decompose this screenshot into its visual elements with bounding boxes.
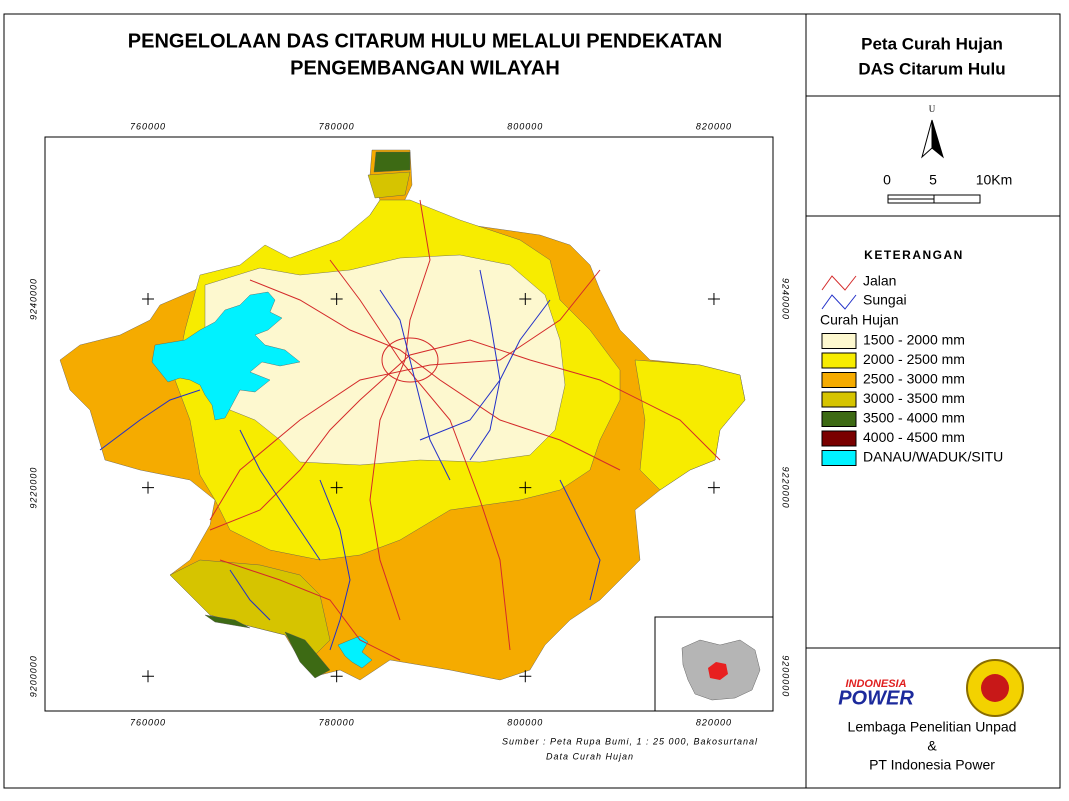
- grid-cross: [142, 293, 155, 306]
- scale-label: 0: [883, 172, 891, 188]
- river: [319, 479, 351, 651]
- grid-cross: [330, 481, 343, 494]
- grid-cross: [707, 293, 720, 306]
- scale-label: 10Km: [976, 172, 1013, 188]
- grid-cross: [519, 293, 532, 306]
- road: [249, 279, 621, 471]
- river: [239, 429, 321, 561]
- river: [559, 479, 601, 601]
- road: [369, 199, 431, 621]
- legend-swatch: [821, 352, 857, 369]
- grid-cross: [330, 293, 343, 306]
- grid-cross: [142, 481, 155, 494]
- reservoir: [337, 635, 373, 669]
- y-coord-label: 9240000: [28, 278, 38, 320]
- x-coord-label: 760000: [130, 121, 166, 131]
- grid-cross: [707, 481, 720, 494]
- legend-subtitle: Curah Hujan: [820, 312, 899, 328]
- zone: [367, 171, 411, 199]
- unpad-logo: [981, 674, 1009, 702]
- reservoir: [151, 291, 301, 421]
- zone: [373, 151, 411, 173]
- credit: &: [927, 738, 937, 754]
- y-coord-label: 9200000: [781, 655, 791, 697]
- legend-label: 2500 - 3000 mm: [863, 371, 965, 387]
- legend-line-symbol: [821, 294, 857, 310]
- x-coord-label: 780000: [319, 121, 355, 131]
- legend-title: KETERANGAN: [864, 248, 964, 262]
- legend-swatch: [821, 333, 857, 349]
- legend-swatch: [821, 372, 857, 388]
- legend-label: 2000 - 2500 mm: [863, 351, 965, 367]
- logo-text: INDONESIA: [845, 678, 906, 690]
- legend-line-symbol: [821, 275, 857, 291]
- grid-cross: [519, 670, 532, 683]
- credit: Lembaga Penelitian Unpad: [848, 719, 1017, 735]
- river: [229, 569, 271, 621]
- y-coord-label: 9240000: [781, 278, 791, 320]
- map-title: PENGEMBANGAN WILAYAH: [290, 57, 560, 79]
- y-coord-label: 9220000: [28, 467, 38, 509]
- legend-swatch: [821, 411, 857, 427]
- source-note: Data Curah Hujan: [546, 751, 634, 761]
- river: [379, 289, 451, 481]
- y-coord-label: 9220000: [781, 467, 791, 509]
- x-coord-label: 820000: [696, 717, 732, 727]
- indonesia-power-logo: INDONESIA POWER: [838, 678, 914, 709]
- road: [219, 559, 401, 661]
- inset-basin: [708, 662, 728, 680]
- legend-swatch: [821, 430, 857, 447]
- zone: [284, 631, 331, 679]
- grid-cross: [519, 481, 532, 494]
- legend-label: Sungai: [863, 292, 907, 308]
- grid-cross: [330, 670, 343, 683]
- zone: [634, 359, 746, 491]
- legend-label: 3000 - 3500 mm: [863, 390, 965, 406]
- river: [419, 299, 551, 441]
- road: [329, 259, 511, 651]
- source-note: Sumber : Peta Rupa Bumi, 1 : 25 000, Bak…: [502, 736, 758, 746]
- x-coord-label: 800000: [507, 717, 543, 727]
- credit: PT Indonesia Power: [869, 757, 995, 773]
- x-coord-label: 760000: [130, 717, 166, 727]
- legend: Jalan Sungai 1500 - 2000 mm 2000 - 2500 mm 2…: [821, 273, 1003, 466]
- legend-swatch: [821, 391, 857, 408]
- panel-title: DAS Citarum Hulu: [858, 59, 1005, 78]
- roads: [209, 199, 721, 661]
- zone: [204, 254, 566, 466]
- y-coord-label: 9200000: [28, 655, 38, 697]
- legend-label: 1500 - 2000 mm: [863, 332, 965, 348]
- rivers: [99, 269, 601, 651]
- logo-text: POWER: [838, 687, 914, 709]
- river: [99, 389, 201, 451]
- legend-swatch: [821, 450, 857, 466]
- x-coord-label: 800000: [507, 121, 543, 131]
- scale-label: 5: [929, 172, 937, 188]
- north-label: U: [929, 104, 936, 114]
- legend-label: DANAU/WADUK/SITU: [863, 449, 1003, 465]
- coordinate-grid: 760000 760000 780000 780000 800000 800000 8200…: [28, 121, 790, 727]
- road: [381, 337, 439, 383]
- road: [209, 269, 601, 521]
- legend-label: Jalan: [863, 273, 896, 289]
- zone: [204, 614, 251, 629]
- panel-title: Peta Curah Hujan: [861, 34, 1003, 53]
- legend-label: 4000 - 4500 mm: [863, 429, 965, 445]
- map-title: PENGELOLAAN DAS CITARUM HULU MELALUI PEN…: [128, 30, 722, 52]
- x-coord-label: 780000: [319, 717, 355, 727]
- north-arrow: [931, 119, 944, 159]
- road: [209, 339, 721, 531]
- x-coord-label: 820000: [696, 121, 732, 131]
- legend-label: 3500 - 4000 mm: [863, 410, 965, 426]
- grid-cross: [142, 670, 155, 683]
